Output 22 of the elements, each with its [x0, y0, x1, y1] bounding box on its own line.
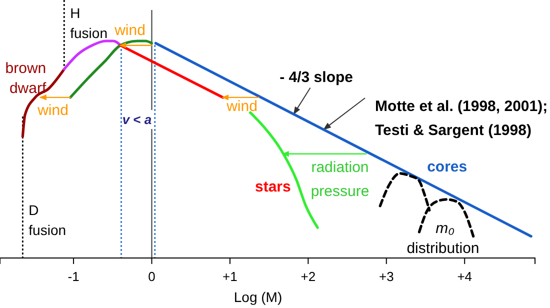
ref-line-label: D fusion	[28, 202, 66, 238]
annotation: - 4/3 slope	[280, 68, 353, 86]
text: wind	[114, 22, 146, 39]
ref-line-label: H fusion	[70, 5, 108, 41]
annotation: m₀	[436, 220, 454, 237]
x-tick-label: -1	[68, 269, 80, 284]
x-tick-label: +1	[222, 269, 238, 284]
annotation: wind	[226, 98, 258, 115]
x-axis-title: Log (M)	[234, 289, 282, 305]
annotation: Motte et al. (1998, 2001);	[375, 98, 548, 115]
x-tick-label: +2	[300, 269, 316, 284]
x-tick-label: 0	[148, 269, 156, 284]
annotation: Testi & Sargent (1998)	[375, 122, 532, 139]
text: stars	[254, 178, 291, 196]
x-tick-label: +4	[457, 269, 472, 284]
x-tick-label: +3	[378, 269, 394, 284]
annotation: radiation pressure	[310, 159, 370, 200]
annotation: distribution	[406, 240, 480, 257]
series-label: brown dwarf	[5, 60, 47, 98]
series-label: cores	[427, 158, 468, 176]
annotation: v < a	[122, 112, 152, 127]
annotation: wind	[36, 102, 68, 119]
